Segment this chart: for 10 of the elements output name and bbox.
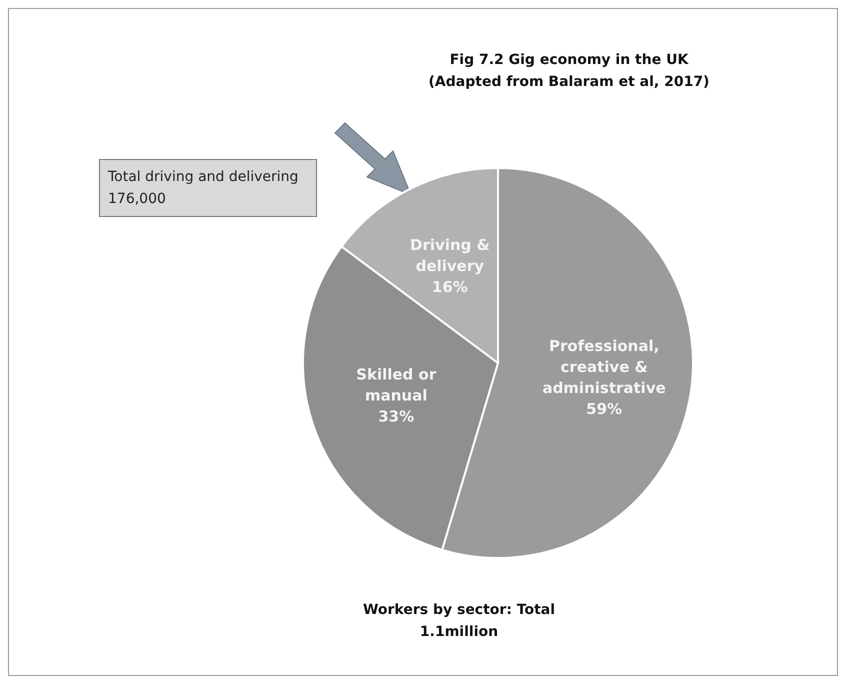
text: Total driving and delivering 176,000	[99, 159, 317, 217]
slice-label: Driving & delivery	[410, 236, 490, 276]
slice-label: Skilled or manual	[356, 366, 437, 405]
data-label: 59%	[586, 400, 622, 418]
text: Workers by sector: Total 1.1million	[362, 601, 556, 642]
chart-subtitle: (Adapted from Balaram et al, 2017)	[428, 73, 710, 92]
slice-label: Professional, creative & administrative	[542, 336, 666, 397]
chart-title: Fig 7.2 Gig economy in the UK	[448, 51, 690, 70]
data-label: 16%	[432, 278, 468, 296]
data-label: 33%	[378, 408, 414, 426]
